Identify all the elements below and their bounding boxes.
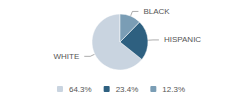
svg-text:12.3%: 12.3% [162,85,185,94]
svg-text:BLACK: BLACK [143,7,170,16]
svg-text:23.4%: 23.4% [116,85,139,94]
svg-text:64.3%: 64.3% [69,85,92,94]
svg-text:HISPANIC: HISPANIC [164,35,201,44]
svg-text:WHITE: WHITE [53,52,79,61]
